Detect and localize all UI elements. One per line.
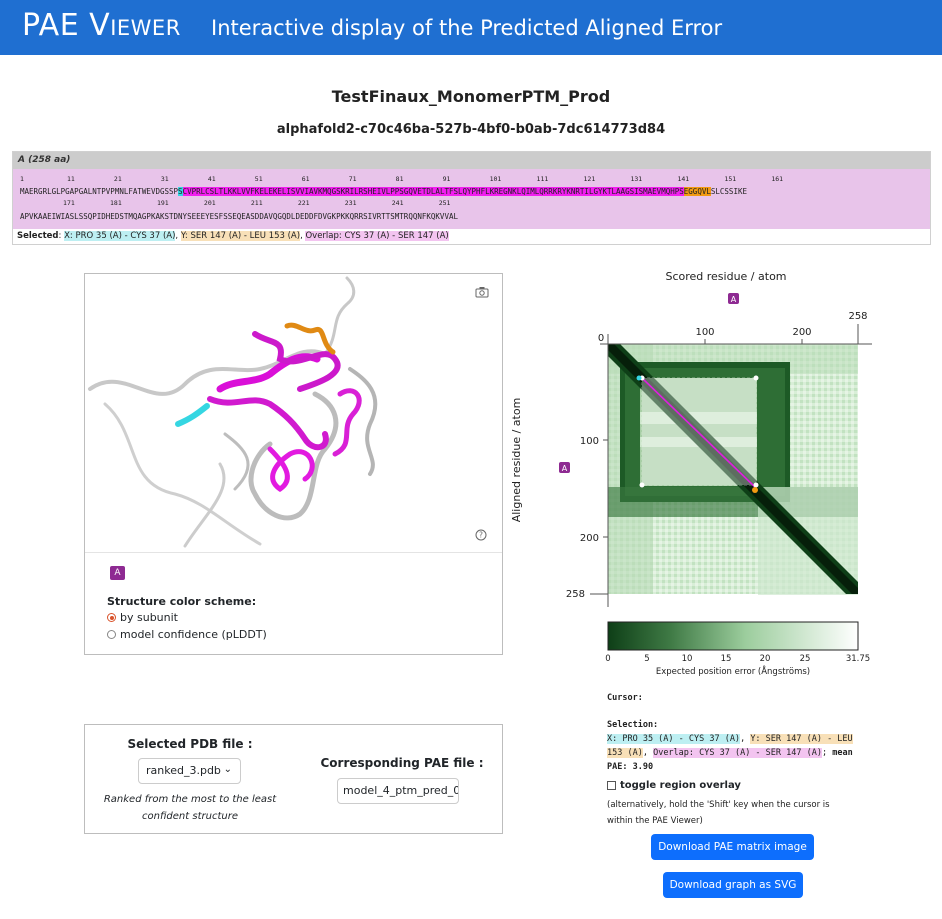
pae-matrix-graph[interactable]: Scored residue / atom A Aligned residue … [500, 262, 942, 682]
seq-segment-plain[interactable]: MAERGRLGLPGAPGALNTPVPMNLFATWEVDGSSP [20, 187, 179, 196]
selected-x-chip: X: PRO 35 (A) - CYS 37 (A) [64, 231, 176, 241]
pae-file-title: Corresponding PAE file : [320, 756, 484, 770]
sequence-ticks-row2: 171 181 191 201 211 221 231 241 251 [20, 199, 451, 207]
colorbar-tick: 25 [800, 654, 811, 664]
pdb-file-title: Selected PDB file : [127, 737, 253, 751]
radio-checked-icon[interactable] [107, 613, 116, 622]
colorbar [607, 621, 859, 651]
chain-header: A (258 aa) [13, 152, 930, 169]
selected-y-chip: Y: SER 147 (A) - LEU 153 (A) [180, 231, 301, 241]
radio-by-subunit[interactable]: by subunit [107, 611, 178, 624]
seq-segment-plain-end[interactable]: SLCSSIKE [710, 187, 747, 196]
app-tagline: Interactive display of the Predicted Ali… [211, 16, 723, 40]
colorbar-label: Expected position error (Ångströms) [656, 665, 810, 677]
y-chain-badge-bg [559, 462, 570, 473]
seq-segment-overlap[interactable]: CVPRLCSLTLKKLVVFKELEKELISVVIAVKMQGSKRILR… [182, 187, 684, 196]
chevron-down-icon: ⌄ [223, 764, 232, 775]
y-axis-label: Aligned residue / atom [510, 398, 523, 523]
toggle-region-overlay[interactable]: toggle region overlay [607, 780, 741, 791]
download-svg-button[interactable]: Download graph as SVG [663, 872, 803, 898]
selection-overlap-text: Overlap: CYS 37 (A) - SER 147 (A) [653, 748, 822, 758]
x-selection-marker [636, 375, 642, 381]
cursor-label: Cursor: [607, 693, 643, 703]
color-scheme-title: Structure color scheme: [107, 595, 257, 608]
sequence-body[interactable]: 1 11 21 31 41 51 61 71 81 91 101 111 121… [13, 169, 930, 229]
y-tick-label: 200 [580, 533, 599, 544]
selected-overlap-chip: Overlap: CYS 37 (A) - SER 147 (A) [305, 231, 449, 241]
navbar: PAE Viewer Interactive display of the Pr… [0, 0, 942, 55]
selection-handle[interactable] [753, 482, 759, 488]
colorbar-tick: 31.75 [846, 654, 870, 664]
toggle-label: toggle region overlay [620, 780, 741, 791]
help-glyph: ? [479, 531, 483, 540]
sequence-ticks-row1: 1 11 21 31 41 51 61 71 81 91 101 111 121… [20, 175, 784, 183]
x-tick-label: 200 [792, 327, 811, 338]
help-icon[interactable]: ? [475, 529, 487, 541]
structure-canvas[interactable] [85, 274, 502, 552]
app-brand[interactable]: PAE Viewer [22, 8, 181, 43]
selection-handle[interactable] [753, 375, 759, 381]
project-title: TestFinaux_MonomerPTM_Prod [331, 87, 611, 106]
selected-label: Selected [17, 231, 59, 241]
download-matrix-button[interactable]: Download PAE matrix image [651, 834, 814, 860]
pae-heatmap[interactable] [608, 344, 858, 595]
mean-pae-label: mean PAE: [607, 748, 853, 772]
file-selection-panel: Selected PDB file : ranked_3.pdb ⌄ Ranke… [84, 724, 503, 834]
radio-model-confidence[interactable]: model confidence (pLDDT) [107, 628, 267, 641]
selected-summary: Selected: X: PRO 35 (A) - CYS 37 (A), Y:… [13, 229, 930, 244]
selection-handle[interactable] [639, 482, 645, 488]
x-chain-badge-bg [728, 293, 739, 304]
x-tick-label: 258 [848, 311, 867, 322]
selection-info: Selection: X: PRO 35 (A) - CYS 37 (A), Y… [607, 718, 857, 774]
sequence-row2[interactable]: APVKAAEIWIASLSSQPIDHEDSTMQAGPKAKSTDNYSEE… [20, 212, 458, 221]
seq-segment-y-selected[interactable]: EGGQVL [683, 187, 711, 196]
pdb-file-note: Ranked from the most to the least confid… [103, 794, 277, 822]
y-tick-label: 258 [566, 589, 585, 600]
colorbar-tick: 10 [682, 654, 693, 664]
selection-label: Selection: [607, 720, 659, 730]
radio-unchecked-icon[interactable] [107, 630, 116, 639]
radio-by-subunit-label: by subunit [120, 611, 178, 624]
chain-badge[interactable]: A [110, 566, 125, 580]
pdb-file-select[interactable]: ranked_3.pdb ⌄ [138, 758, 241, 784]
radio-model-confidence-label: model confidence (pLDDT) [120, 628, 267, 641]
sequence-panel: A (258 aa) 1 11 21 31 41 51 61 71 81 91 … [12, 151, 931, 245]
viewer-divider [85, 552, 502, 553]
colorbar-tick: 15 [721, 654, 732, 664]
selection-x-text: X: PRO 35 (A) - CYS 37 (A) [607, 734, 741, 744]
selection-diagonal [641, 377, 757, 489]
colorbar-tick: 5 [644, 654, 649, 664]
y-selection-marker [752, 487, 758, 493]
camera-icon[interactable] [475, 286, 489, 298]
mean-pae-value: 3.90 [632, 762, 654, 772]
x-axis-label: Scored residue / atom [665, 270, 786, 283]
project-id: alphafold2-c70c46ba-527b-4bf0-b0ab-7dc61… [276, 122, 666, 137]
x-tick-label: 0 [598, 333, 604, 344]
sequence-row1[interactable]: MAERGRLGLPGAPGALNTPVPMNLFATWEVDGSSPSCVPR… [20, 187, 747, 196]
y-tick-label: 100 [580, 436, 599, 447]
seq-segment-x-selected[interactable]: S [178, 187, 183, 196]
pae-file-field[interactable]: model_4_ptm_pred_0 [337, 778, 459, 804]
y-chain-badge[interactable]: A [562, 464, 568, 473]
colorbar-tick: 20 [760, 654, 771, 664]
pdb-file-value: ranked_3.pdb [146, 764, 221, 777]
colorbar-tick: 0 [605, 654, 610, 664]
toggle-checkbox[interactable] [607, 781, 616, 790]
toggle-note: (alternatively, hold the 'Shift' key whe… [607, 800, 830, 826]
x-tick-label: 100 [695, 327, 714, 338]
structure-viewer: ? A Structure color scheme: by subunit m… [84, 273, 503, 655]
x-chain-badge[interactable]: A [731, 295, 737, 304]
